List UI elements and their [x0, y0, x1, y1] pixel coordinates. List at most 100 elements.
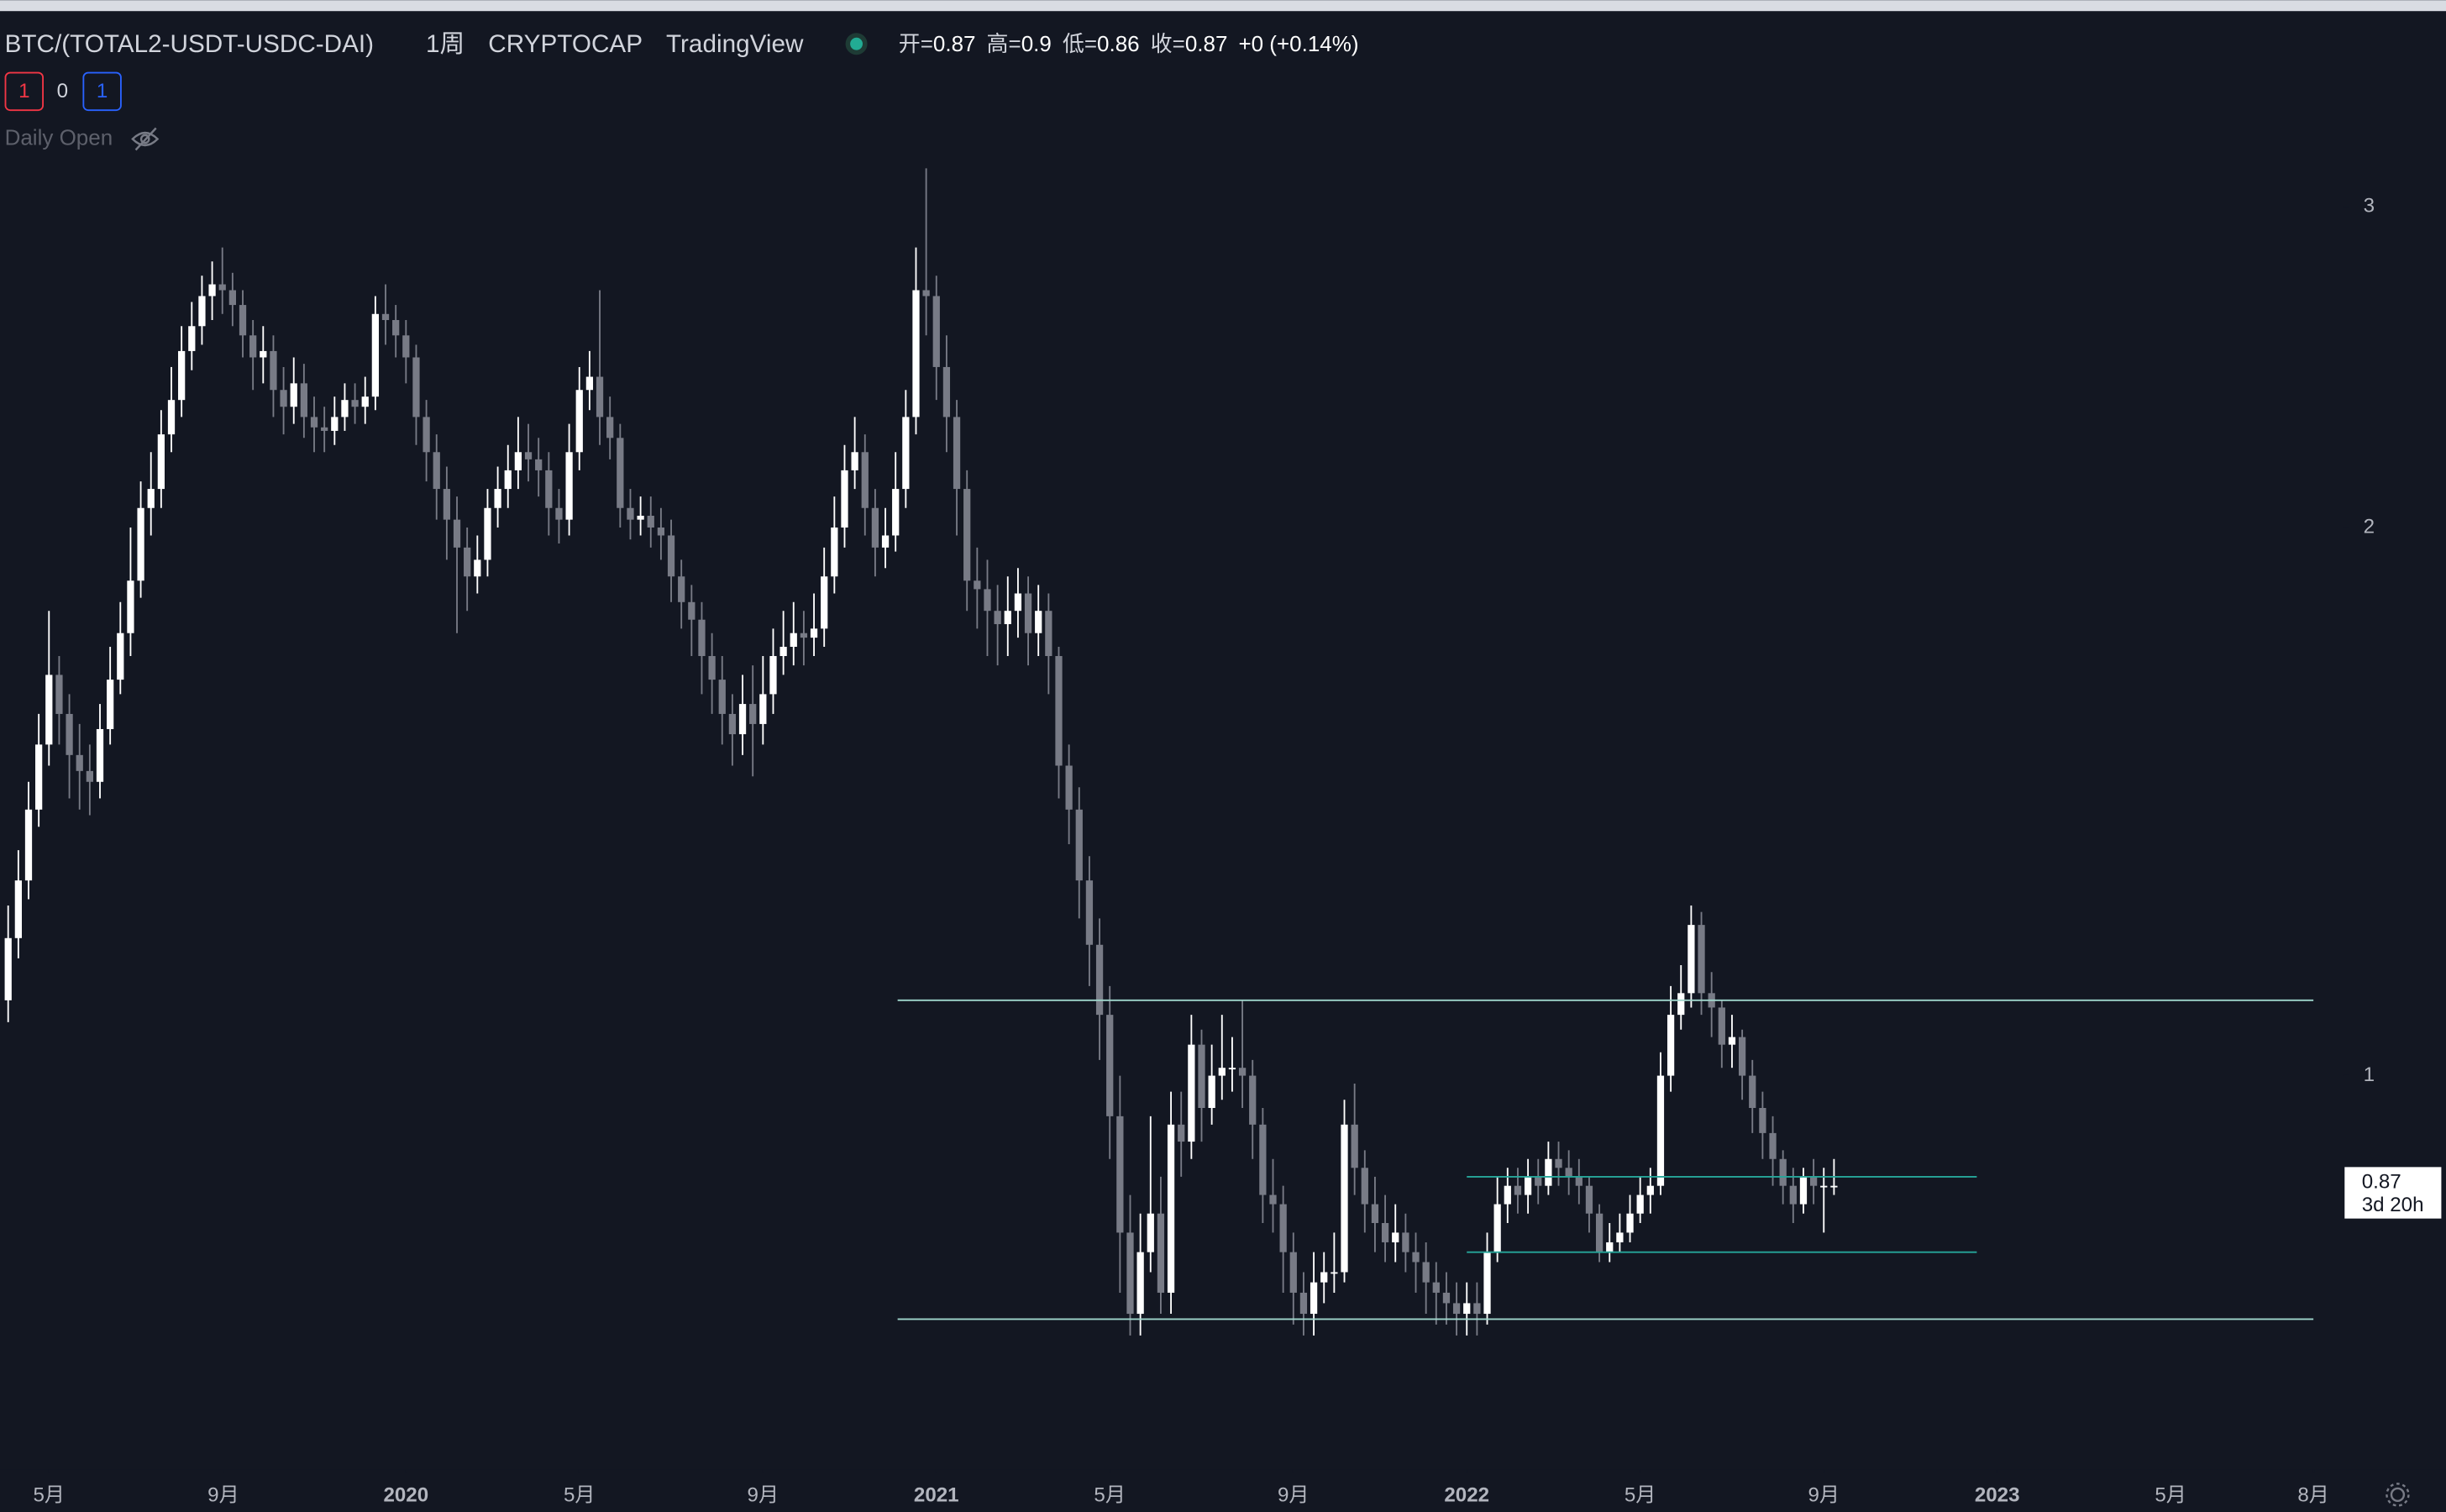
- candle-body: [249, 335, 257, 358]
- candle-body: [35, 744, 43, 810]
- candle-body: [841, 470, 848, 528]
- candle-body: [96, 728, 104, 782]
- candle-body: [1167, 1124, 1175, 1293]
- candle-body: [1412, 1252, 1420, 1263]
- candle-body: [688, 601, 695, 620]
- candle-body: [188, 326, 196, 351]
- x-tick-label: 8月: [2297, 1484, 2329, 1507]
- candle-body: [1442, 1292, 1451, 1304]
- x-tick-label: 5月: [564, 1484, 596, 1507]
- candle-body: [1198, 1044, 1205, 1109]
- symbol[interactable]: BTC/(TOTAL2-USDT-USDC-DAI): [5, 30, 375, 58]
- candle-body: [1759, 1108, 1766, 1133]
- x-tick-label: 5月: [2155, 1484, 2186, 1507]
- candle-body: [800, 633, 808, 638]
- candle-body: [1279, 1204, 1287, 1252]
- candle-body: [1157, 1213, 1165, 1293]
- settings-icon[interactable]: [2386, 1483, 2410, 1507]
- candle-body: [881, 535, 890, 548]
- badge-box[interactable]: [82, 71, 122, 112]
- candle-body: [198, 296, 206, 327]
- candle-body: [1381, 1222, 1389, 1242]
- candle-body: [1493, 1204, 1501, 1252]
- candle-body: [1055, 656, 1063, 766]
- candle-body: [1095, 944, 1104, 1016]
- candle-body: [606, 417, 614, 438]
- x-tick-label: 2022: [1444, 1484, 1489, 1507]
- candle-body: [474, 559, 481, 577]
- candle-body: [769, 656, 777, 695]
- candle-body: [443, 489, 451, 520]
- candle-body: [555, 507, 563, 520]
- candle-body: [1392, 1232, 1399, 1242]
- candle-body: [1422, 1262, 1430, 1283]
- candle-body: [1289, 1252, 1297, 1293]
- candle-body: [24, 809, 33, 881]
- candle-body: [698, 619, 706, 657]
- y-tick-label: 2: [2364, 515, 2375, 538]
- candle-body: [1249, 1075, 1257, 1125]
- candle-body: [1361, 1168, 1368, 1205]
- y-tick-label: 3: [2364, 195, 2375, 218]
- candle-body: [1351, 1124, 1358, 1168]
- candle-body: [55, 675, 63, 714]
- ohlc-label: 收=: [1151, 31, 1185, 56]
- candle-body: [1504, 1185, 1511, 1205]
- x-tick-label: 5月: [1094, 1484, 1126, 1507]
- candle-body: [321, 427, 328, 431]
- candle-body: [1473, 1303, 1481, 1315]
- candle-body: [228, 290, 237, 306]
- candle-body: [433, 452, 440, 490]
- candle-body: [1136, 1252, 1144, 1315]
- candle-body: [147, 489, 155, 508]
- hide-icon[interactable]: [131, 127, 160, 151]
- candle-body: [963, 489, 971, 581]
- candle-body: [1728, 1037, 1736, 1045]
- candle-body: [1575, 1176, 1583, 1186]
- candle-body: [1738, 1037, 1746, 1076]
- interval[interactable]: 1周: [426, 30, 465, 58]
- candle-body: [137, 507, 144, 581]
- candle-body: [1238, 1068, 1247, 1076]
- badge-box[interactable]: [4, 71, 44, 112]
- candle-body: [575, 390, 583, 453]
- candle-body: [627, 507, 634, 520]
- candle-body: [1116, 1116, 1124, 1233]
- candle-body: [1667, 1015, 1675, 1076]
- candle-body: [1371, 1204, 1379, 1223]
- candle-body: [1749, 1075, 1756, 1109]
- candle-body: [371, 313, 380, 397]
- candle-body: [270, 350, 277, 391]
- candle-body: [728, 713, 737, 735]
- candle-body: [1606, 1242, 1614, 1252]
- candle-body: [218, 284, 226, 291]
- badge[interactable]: 1: [97, 80, 108, 102]
- badge[interactable]: 1: [18, 80, 29, 102]
- candle-body: [86, 770, 93, 782]
- candle-body: [178, 350, 186, 401]
- indicator-name[interactable]: Daily Open: [5, 124, 113, 150]
- candle-body: [1677, 993, 1685, 1016]
- candle-body: [851, 452, 858, 470]
- x-tick-label: 2021: [914, 1484, 959, 1507]
- candle-body: [821, 576, 828, 629]
- candle-body: [1656, 1075, 1665, 1186]
- candle-body: [585, 376, 594, 391]
- time-axis: [0, 1469, 2446, 1512]
- x-tick-label: 9月: [1808, 1484, 1840, 1507]
- candle-body: [524, 452, 533, 459]
- candle-body: [453, 519, 461, 548]
- candle-body: [657, 528, 665, 536]
- candle-body: [718, 680, 726, 714]
- x-tick-label: 2020: [383, 1484, 428, 1507]
- candle-body: [1331, 1272, 1338, 1274]
- candle-body: [535, 459, 543, 470]
- candle-body: [1820, 1185, 1828, 1188]
- candle-body: [290, 383, 297, 407]
- candle-body: [1432, 1282, 1440, 1293]
- ohlc-value: 0.87: [933, 31, 976, 56]
- candle-body: [1565, 1168, 1572, 1177]
- ohlc-label: 开=: [899, 31, 933, 56]
- candle-body: [239, 305, 247, 336]
